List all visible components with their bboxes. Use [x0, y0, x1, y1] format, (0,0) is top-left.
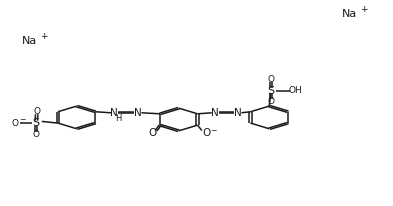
Text: O: O	[12, 119, 19, 128]
Text: OH: OH	[289, 86, 302, 95]
Text: N: N	[211, 108, 219, 118]
Text: +: +	[360, 5, 367, 14]
Text: S: S	[33, 118, 40, 128]
Text: O: O	[148, 128, 156, 138]
Text: O: O	[268, 97, 275, 106]
Text: O: O	[33, 130, 40, 139]
Text: −: −	[19, 115, 25, 124]
Text: +: +	[40, 32, 47, 41]
Text: Na: Na	[22, 36, 37, 46]
Text: O: O	[33, 107, 40, 116]
Text: S: S	[268, 86, 275, 96]
Text: O: O	[268, 75, 275, 84]
Text: N: N	[110, 108, 118, 118]
Text: N: N	[134, 108, 141, 118]
Text: O: O	[202, 128, 210, 138]
Text: H: H	[115, 114, 121, 123]
Text: N: N	[234, 108, 241, 118]
Text: Na: Na	[342, 9, 357, 19]
Text: −: −	[211, 126, 217, 135]
